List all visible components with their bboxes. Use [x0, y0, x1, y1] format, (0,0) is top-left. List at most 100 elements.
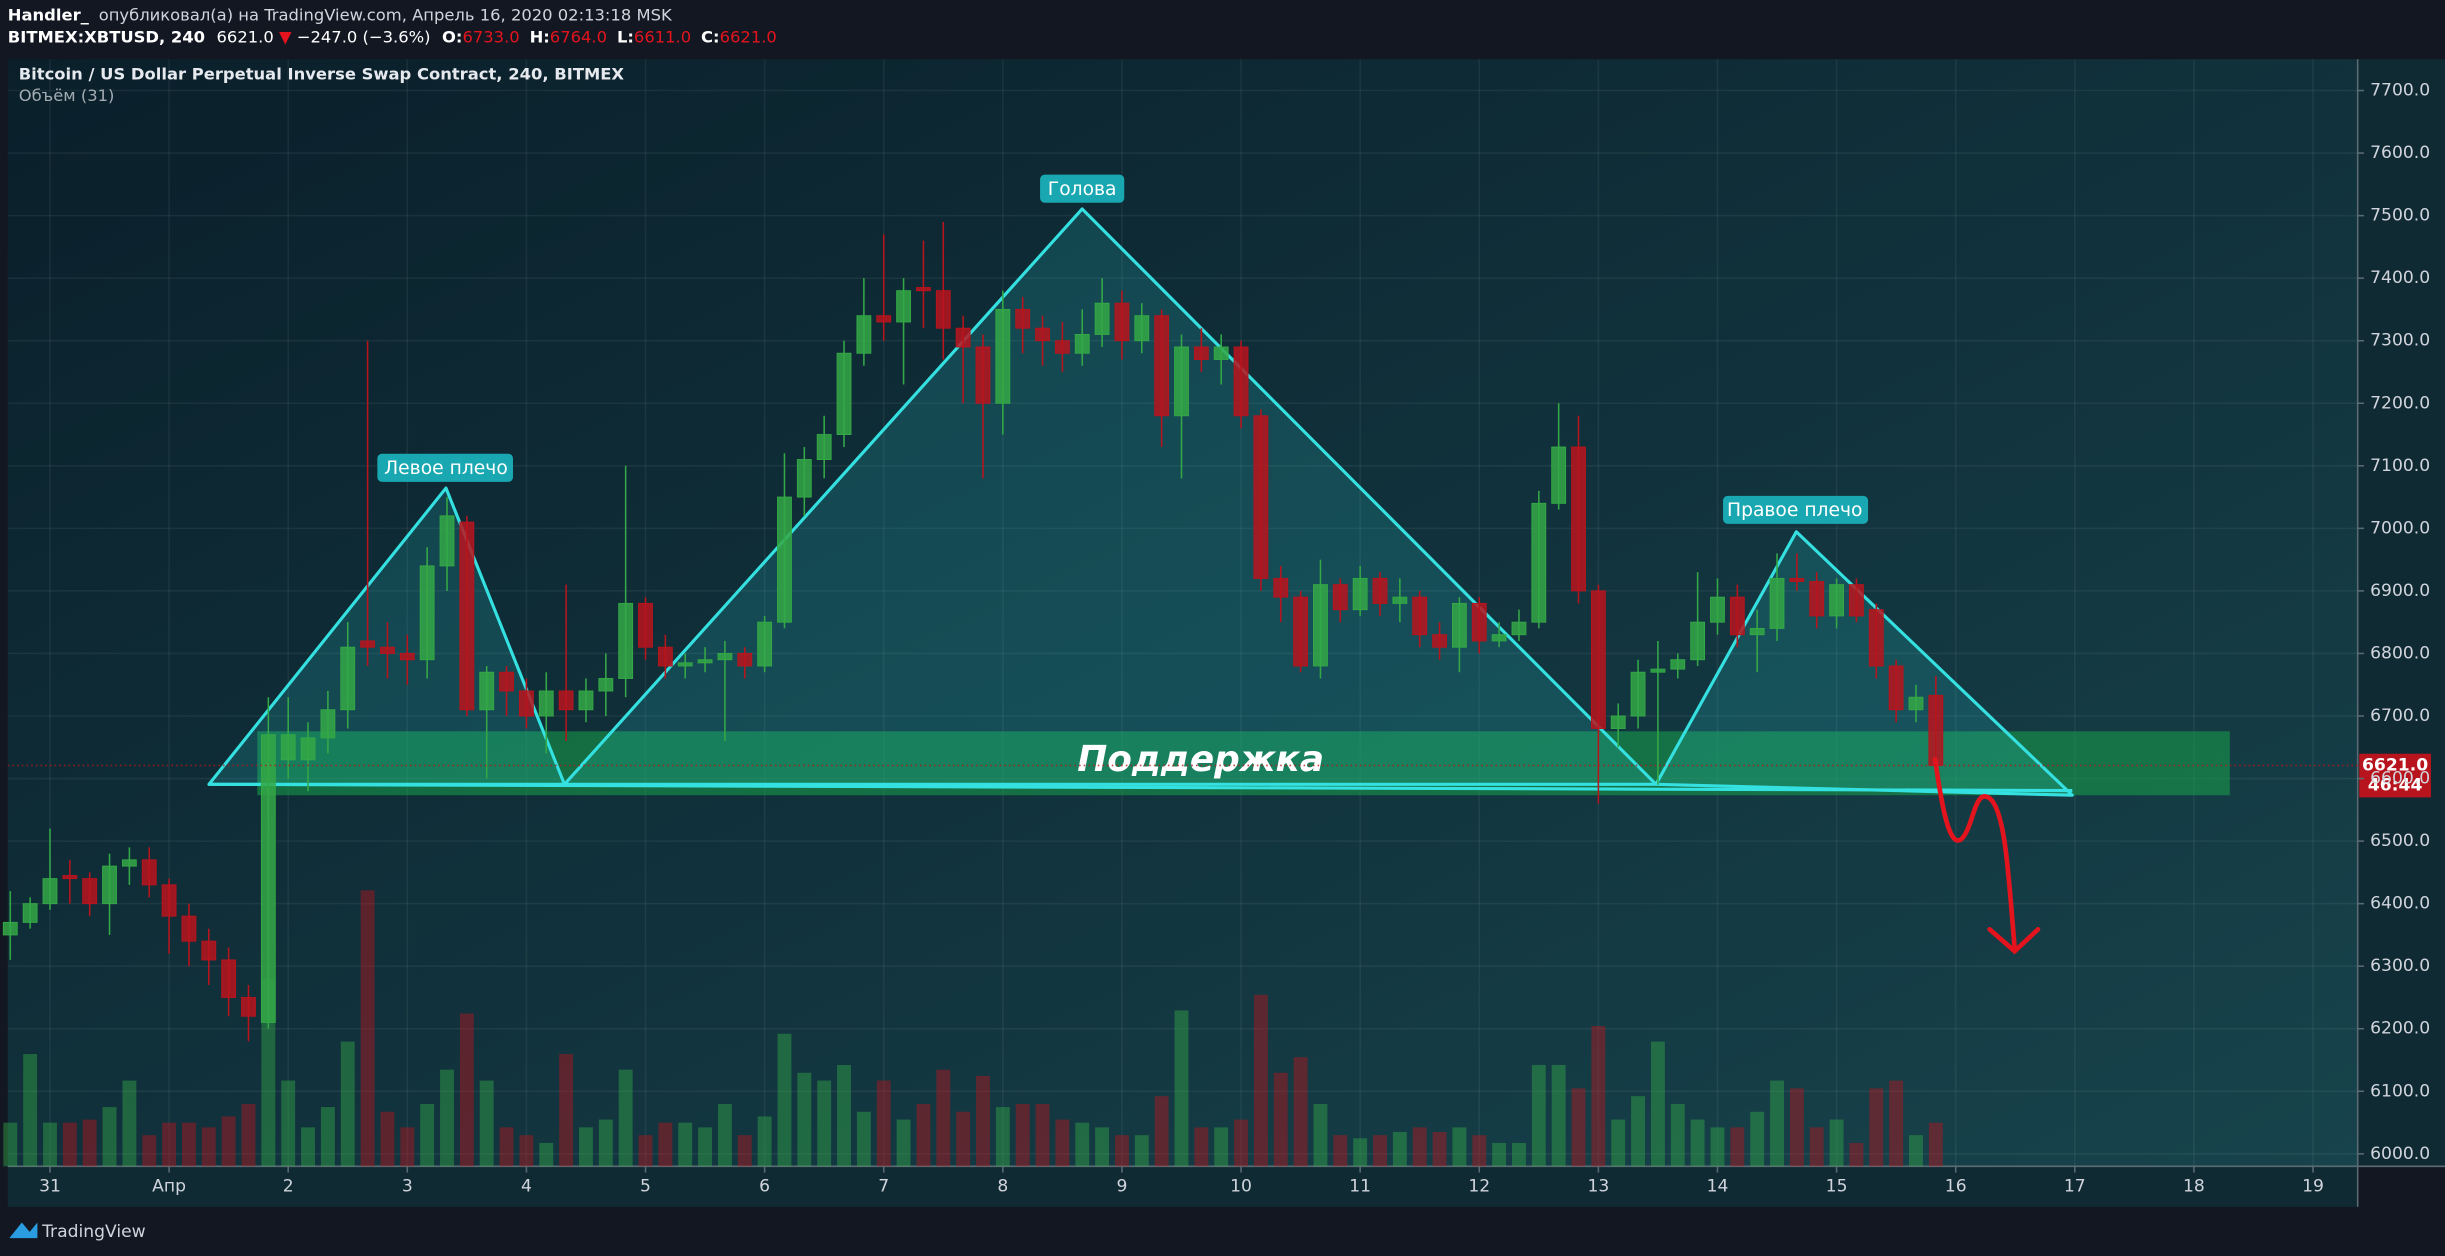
last-price-box: [2359, 753, 2431, 798]
ohlc-key: O:: [442, 27, 462, 46]
candle-body: [62, 875, 78, 880]
volume-bar: [1154, 1096, 1169, 1167]
candle-body: [657, 646, 673, 667]
header: Handler_ опубликовал(а) на TradingView.c…: [8, 5, 777, 105]
x-tick-label: 12: [1468, 1177, 1490, 1197]
volume-bar: [1690, 1119, 1705, 1167]
volume-bar: [916, 1103, 931, 1167]
volume-bar: [797, 1072, 812, 1167]
candle-body: [1610, 715, 1626, 729]
candle-body: [1849, 584, 1864, 617]
candle-body: [419, 565, 435, 661]
volume-bar: [360, 890, 375, 1167]
candle-body: [916, 287, 931, 292]
ohlc-key: H:: [530, 27, 550, 46]
volume-bar: [1273, 1072, 1288, 1167]
volume-bar: [459, 1013, 474, 1167]
y-tick-label: 6000.0: [2370, 1144, 2430, 1164]
candle-body: [1293, 596, 1309, 667]
candle-body: [1829, 584, 1845, 617]
y-tick-label: 7500.0: [2370, 206, 2430, 226]
volume-bar: [698, 1127, 713, 1167]
y-tick-label: 7400.0: [2370, 268, 2430, 288]
volume-bar: [281, 1080, 296, 1167]
candle-body: [955, 327, 971, 348]
y-tick-label: 6300.0: [2370, 956, 2430, 976]
candle-body: [141, 859, 157, 886]
volume-bar: [757, 1116, 772, 1167]
volume-bar: [519, 1135, 534, 1167]
candle-body: [1114, 302, 1130, 342]
volume-bar: [936, 1069, 951, 1167]
candle-body: [121, 859, 137, 867]
y-tick-label: 7700.0: [2370, 81, 2430, 101]
candle-body: [598, 678, 614, 692]
candle-body: [777, 496, 792, 623]
candle-body: [360, 640, 376, 648]
candle-body: [2, 921, 18, 936]
candle-body: [1491, 634, 1507, 642]
time-axis: [7, 1166, 2358, 1207]
y-tick-label: 6100.0: [2370, 1081, 2430, 1101]
volume-bar: [1234, 1119, 1248, 1167]
candle-body: [1233, 346, 1249, 417]
chart-title: Bitcoin / US Dollar Perpetual Inverse Sw…: [19, 64, 625, 83]
candle-body: [1630, 671, 1646, 717]
volume-bar: [618, 1069, 633, 1167]
x-tick-label: 13: [1587, 1177, 1609, 1197]
volume-bar: [420, 1103, 435, 1167]
volume: [3, 890, 1943, 1167]
volume-bar: [1670, 1103, 1685, 1167]
candle-body: [340, 646, 356, 711]
volume-bar: [1730, 1127, 1745, 1167]
candle-body: [1412, 596, 1428, 636]
ohlc-key: L:: [617, 27, 634, 46]
volume-bar: [102, 1107, 117, 1167]
volume-bar: [380, 1111, 395, 1167]
x-tick-label: 31: [39, 1177, 61, 1197]
candle-body: [1729, 596, 1745, 636]
change: −247.0 (−3.6%): [297, 27, 431, 46]
candle-body: [399, 652, 415, 661]
candle-body: [1710, 596, 1725, 623]
candle-body: [1789, 577, 1805, 582]
candle-body: [1590, 590, 1606, 729]
candle-body: [1908, 696, 1924, 711]
x-tick-label: 5: [640, 1177, 651, 1197]
y-tick-label: 6200.0: [2370, 1019, 2430, 1039]
candle-body: [1769, 577, 1785, 629]
x-tick-label: 11: [1349, 1177, 1371, 1197]
volume-bar: [1809, 1127, 1824, 1167]
volume-bar: [1611, 1119, 1626, 1167]
header-line-2: BITMEX:XBTUSD, 240 6621.0 ▼ −247.0 (−3.6…: [8, 27, 777, 46]
volume-bar: [1035, 1103, 1050, 1167]
candles: [2, 221, 1944, 1042]
candle-body: [1174, 346, 1189, 417]
candle-body: [42, 878, 58, 905]
volume-bar: [1710, 1127, 1725, 1167]
candle-body: [161, 884, 177, 917]
volume-bar: [956, 1111, 971, 1167]
candle-body: [935, 290, 951, 329]
candle-body: [578, 690, 594, 711]
candle-body: [717, 652, 733, 661]
candle-body: [1372, 577, 1388, 604]
label-right-shoulder: Правое плечо: [1727, 500, 1863, 521]
volume-bar: [1134, 1135, 1149, 1167]
logo: [9, 1222, 38, 1239]
volume-bar: [162, 1122, 177, 1167]
price-tag: 6621.046:44: [7, 753, 2431, 798]
x-tick-label: 7: [878, 1177, 889, 1197]
candle-body: [816, 434, 832, 461]
volume-bar: [1333, 1135, 1348, 1167]
candle-body: [439, 515, 455, 567]
x-tick-label: 6: [759, 1177, 770, 1197]
volume-bar: [1591, 1026, 1606, 1167]
candle-body: [1035, 327, 1050, 342]
volume-bar: [539, 1142, 554, 1167]
candle-body: [796, 459, 812, 498]
candle-body: [1015, 308, 1031, 329]
candle-body: [221, 959, 237, 998]
arrow-head: [1987, 926, 2041, 955]
